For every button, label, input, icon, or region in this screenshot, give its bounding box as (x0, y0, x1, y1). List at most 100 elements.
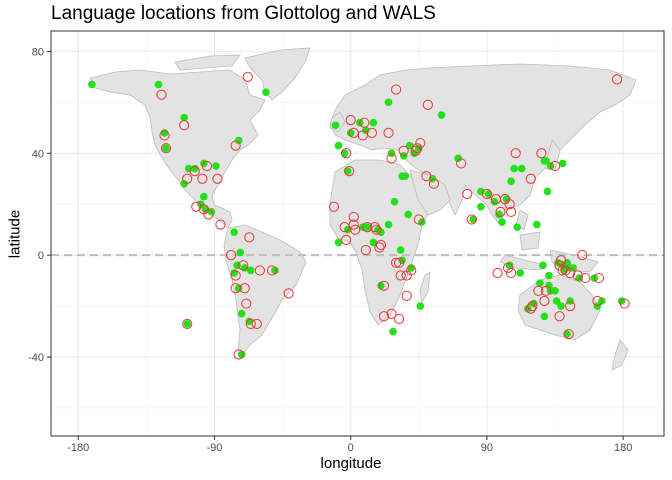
open-point (593, 272, 605, 284)
filled-point (369, 238, 378, 247)
filled-point (201, 205, 210, 214)
filled-point (343, 167, 352, 175)
filled-point (377, 281, 385, 290)
filled-point (552, 297, 561, 305)
open-point (212, 173, 223, 184)
open-point (565, 300, 576, 312)
filled-point (563, 330, 571, 338)
filled-point (160, 129, 169, 137)
filled-point (477, 202, 485, 211)
filled-point (236, 248, 244, 257)
filled-point (390, 197, 399, 206)
madagascar-landmass (419, 271, 431, 304)
filled-point (516, 269, 525, 277)
open-point (226, 250, 237, 261)
filled-point (197, 200, 205, 209)
filled-point (539, 261, 547, 270)
open-point (503, 262, 514, 273)
open-point (344, 165, 355, 177)
open-point (410, 145, 421, 156)
open-point (527, 300, 538, 312)
filled-point (416, 302, 425, 310)
open-point (383, 127, 394, 138)
arctic-islands (174, 54, 241, 71)
open-point (238, 260, 249, 271)
x-tick-label: -180 (67, 442, 89, 454)
open-point (341, 148, 352, 159)
open-point (536, 148, 547, 159)
filled-point (454, 154, 462, 163)
data-points (88, 71, 630, 360)
open-point (421, 171, 432, 182)
axes: -180 -90 0 90 180 -40 0 40 80 (28, 46, 632, 454)
filled-point (545, 271, 553, 280)
filled-point (212, 162, 220, 170)
filled-point (543, 187, 552, 196)
open-point (462, 188, 473, 200)
open-point (557, 265, 568, 276)
open-point (159, 130, 170, 141)
open-point (156, 89, 167, 100)
world-map (89, 47, 637, 371)
open-point (375, 239, 387, 251)
filled-point (404, 210, 413, 219)
open-point (348, 219, 359, 230)
open-point (179, 120, 190, 131)
open-point (506, 206, 517, 217)
open-point (341, 234, 352, 245)
filled-point (533, 220, 541, 229)
filled-point (498, 218, 506, 226)
filled-point (396, 246, 405, 254)
open-point (413, 214, 424, 225)
filled-point (230, 228, 238, 237)
open-point (495, 206, 506, 217)
filled-point (569, 264, 577, 272)
filled-point (510, 164, 518, 173)
filled-point (237, 350, 246, 359)
open-point (533, 285, 544, 296)
open-point (360, 244, 371, 256)
filled-point (540, 312, 549, 321)
open-point (592, 295, 603, 307)
open-point (401, 290, 412, 302)
filled-point (551, 287, 559, 295)
open-point (348, 127, 359, 138)
x-tick-label: 0 (348, 442, 354, 454)
filled-point (234, 136, 243, 145)
open-point (539, 295, 550, 307)
open-point (230, 283, 241, 294)
filled-point (542, 157, 550, 165)
open-point (504, 199, 515, 210)
filled-point (523, 304, 532, 313)
open-point (555, 255, 567, 266)
y-tick-label: 40 (32, 148, 44, 160)
open-point (233, 349, 244, 360)
filled-point (331, 121, 340, 130)
filled-point (502, 195, 511, 203)
filled-point (545, 281, 553, 290)
y-tick-label: 0 (38, 250, 44, 262)
open-point (254, 265, 265, 276)
open-point (428, 178, 440, 189)
open-point (245, 318, 256, 330)
open-point (394, 313, 405, 324)
filled-point (617, 297, 626, 305)
open-point (230, 270, 241, 281)
filled-point (513, 223, 521, 231)
filled-point (183, 320, 192, 328)
filled-point (536, 279, 544, 287)
filled-point (517, 164, 526, 173)
open-point (481, 188, 493, 200)
eurasia-landmass (329, 63, 637, 226)
open-point (510, 148, 521, 159)
open-point (412, 143, 423, 154)
filled-point (246, 266, 255, 275)
open-point (422, 99, 433, 110)
x-axis-label: longitude (320, 455, 382, 472)
filled-point (418, 218, 426, 226)
open-point (456, 158, 467, 169)
filled-point (437, 111, 446, 119)
open-point (554, 311, 565, 322)
open-point (549, 160, 561, 172)
